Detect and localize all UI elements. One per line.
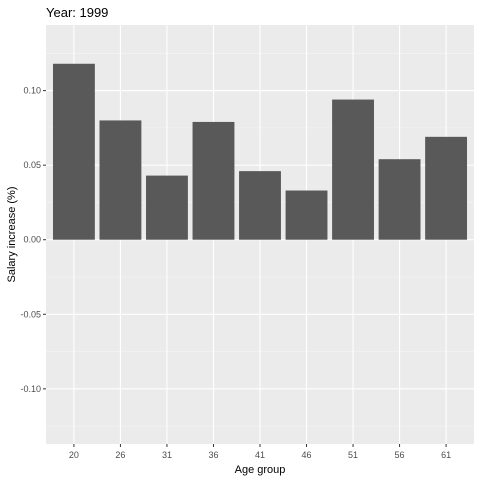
- bar-51: [332, 99, 374, 240]
- y-tick-label: 0.10: [23, 86, 41, 96]
- chart-title: Year: 1999: [46, 5, 108, 20]
- bar-46: [285, 190, 328, 240]
- y-tick-label: -0.05: [20, 309, 41, 319]
- bar-20: [52, 63, 95, 240]
- y-axis: -0.10 -0.05 0.00 0.05 0.10: [20, 86, 46, 394]
- x-axis-title: Age group: [235, 464, 286, 476]
- bar-56: [378, 159, 421, 240]
- x-tick-label: 20: [69, 450, 79, 460]
- y-tick-label: -0.10: [20, 384, 41, 394]
- x-tick-label: 26: [115, 450, 125, 460]
- bars: [52, 63, 468, 240]
- x-tick-label: 46: [302, 450, 312, 460]
- bar-61: [425, 136, 468, 240]
- y-axis-title: Salary increase (%): [6, 187, 18, 283]
- bar-36: [192, 121, 235, 240]
- x-tick-label: 31: [162, 450, 172, 460]
- x-tick-label: 61: [441, 450, 451, 460]
- y-tick-label: 0.05: [23, 160, 41, 170]
- x-tick-label: 56: [395, 450, 405, 460]
- y-tick-label: 0.00: [23, 235, 41, 245]
- x-tick-label: 41: [255, 450, 265, 460]
- bar-31: [146, 175, 188, 240]
- bar-41: [239, 171, 281, 240]
- x-tick-label: 51: [348, 450, 358, 460]
- x-tick-label: 36: [208, 450, 218, 460]
- x-axis: 20 26 31 36 41 46 51 56 61: [69, 444, 451, 460]
- bar-26: [99, 120, 142, 240]
